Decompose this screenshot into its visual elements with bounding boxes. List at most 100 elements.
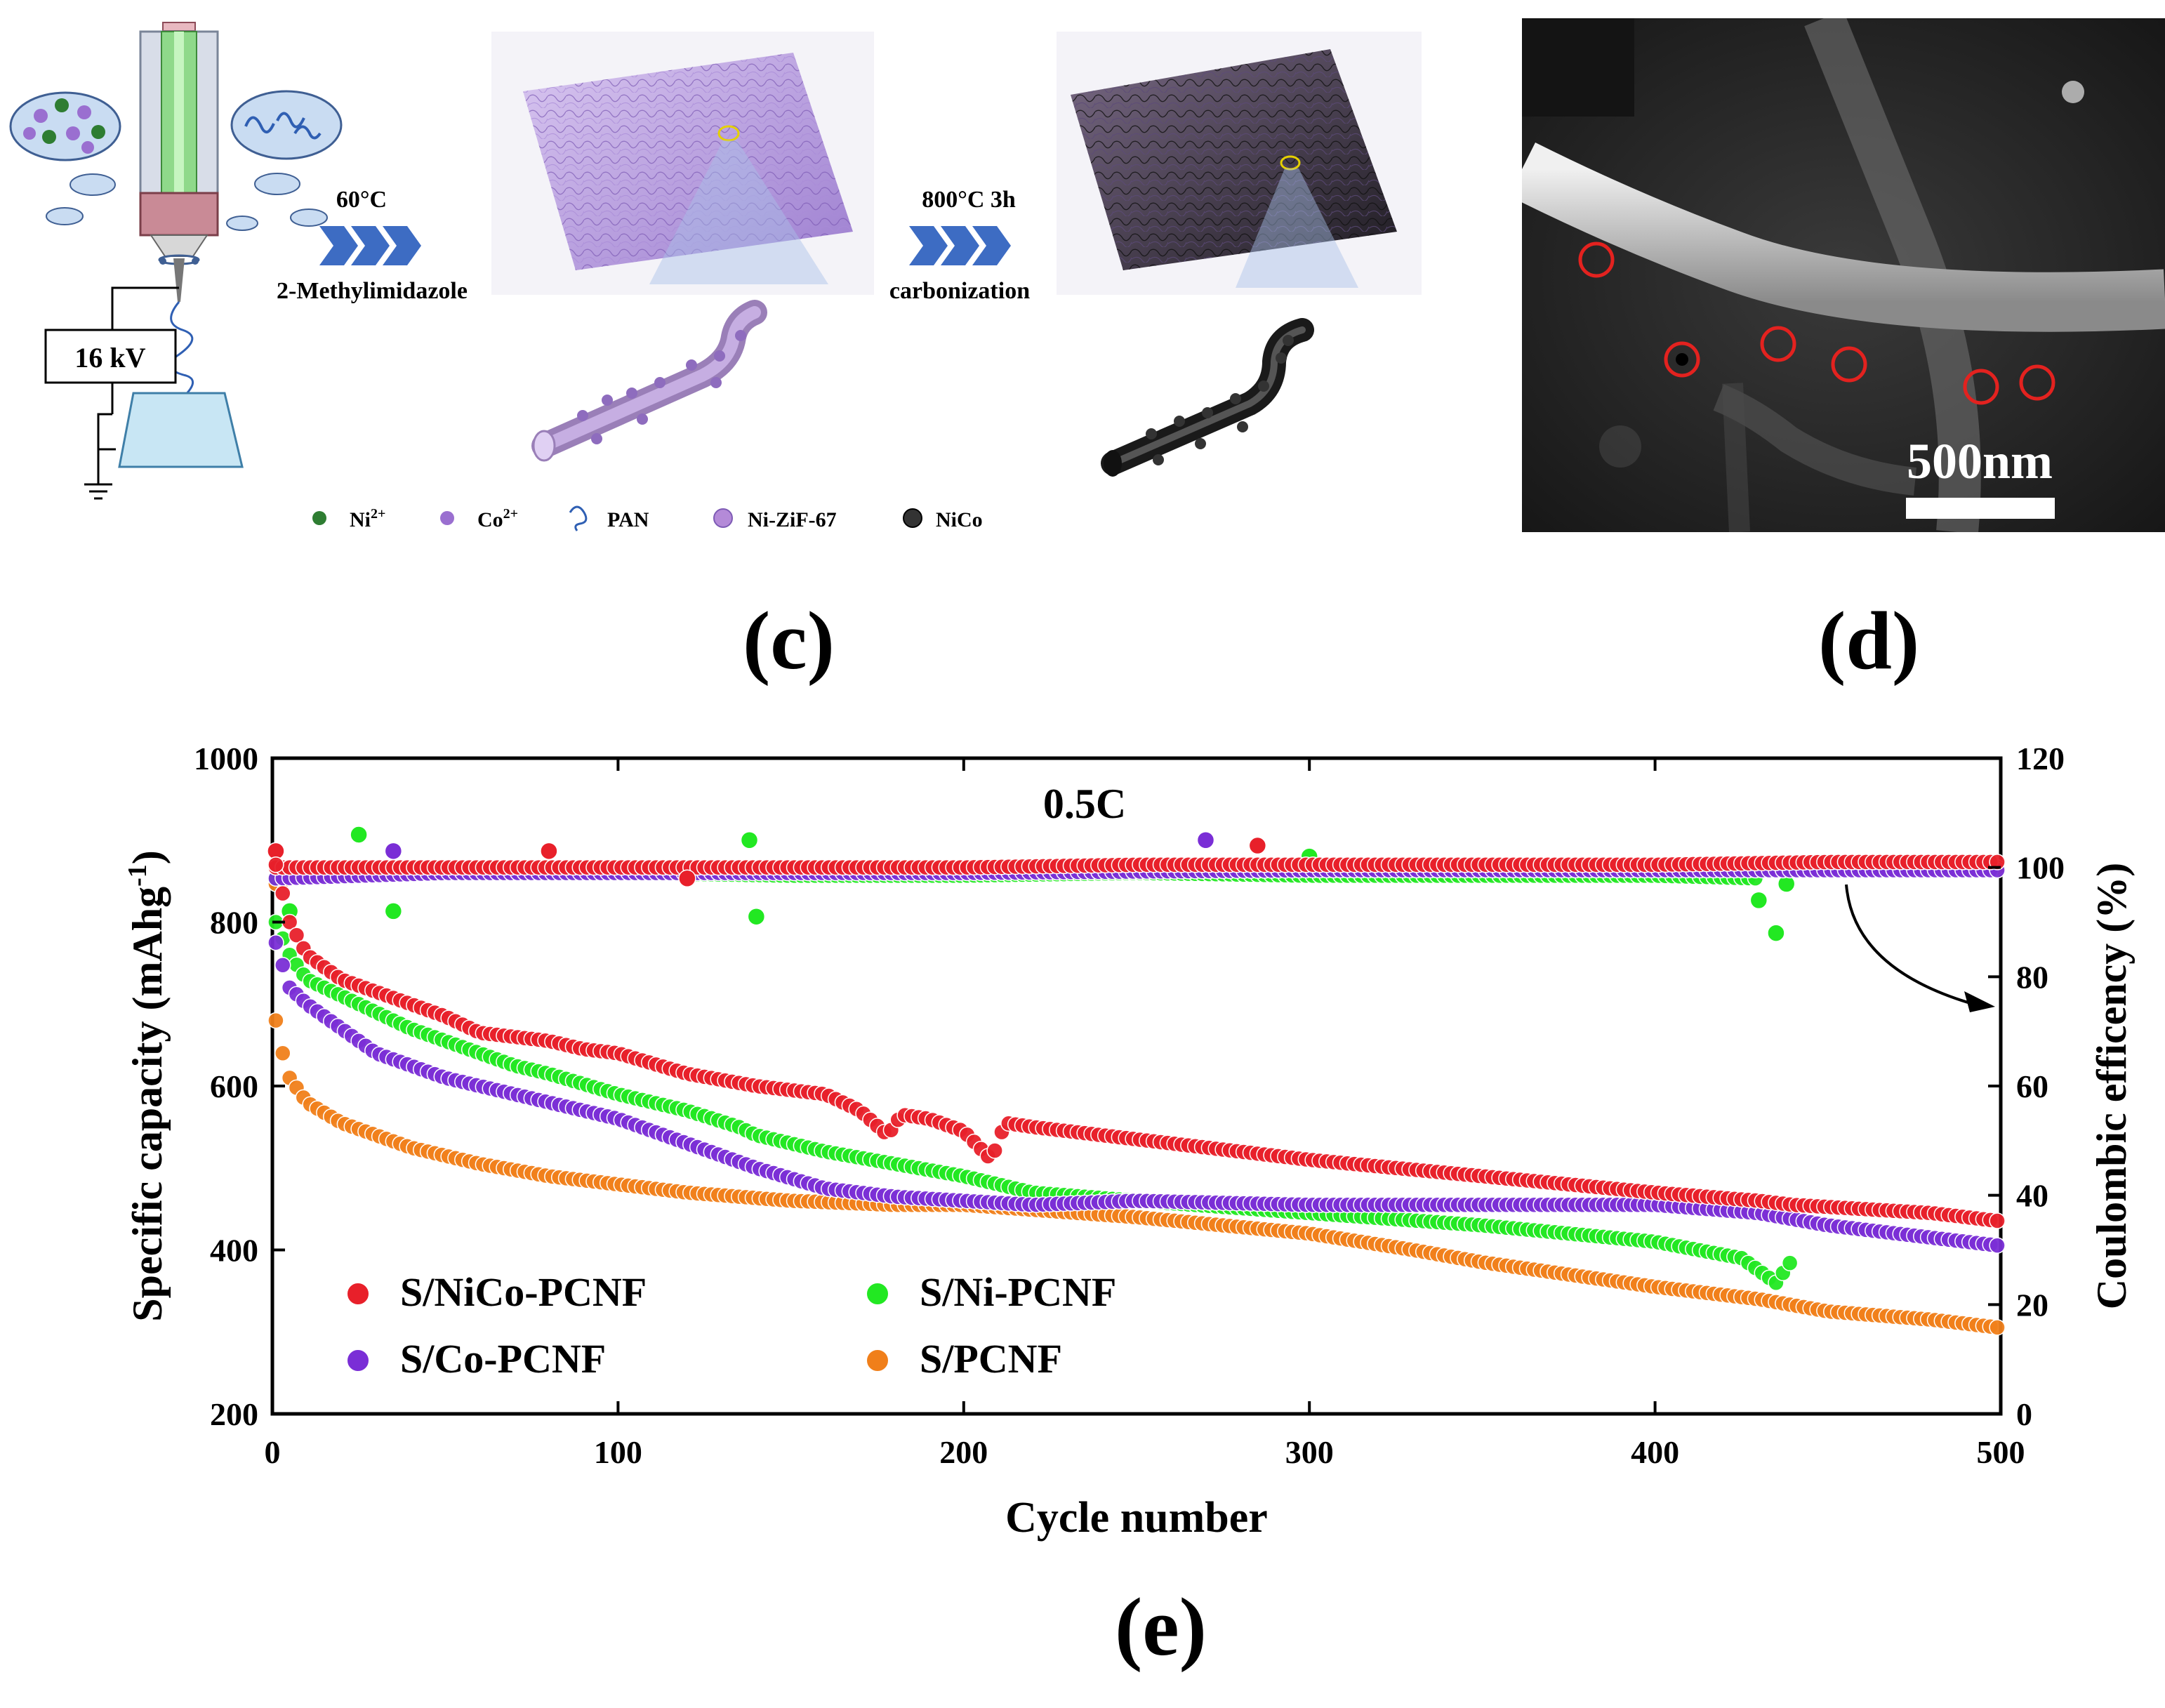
legend-item-s-nico-pcnf: S/NiCo-PCNF — [346, 1269, 647, 1315]
ce-series-s-nico-pcnf — [267, 836, 2006, 887]
y-tick-label: 1000 — [194, 741, 258, 776]
y2-tick-label: 0 — [2016, 1396, 2032, 1432]
y2-tick-label: 120 — [2016, 741, 2065, 776]
capacity-point — [1989, 1237, 2006, 1254]
ce-outlier-point — [1196, 831, 1215, 849]
capacity-point — [267, 856, 284, 873]
x-tick-label: 400 — [1631, 1434, 1679, 1470]
capacity-point — [1989, 1212, 2006, 1229]
coulombic-efficiency-layer — [267, 826, 2006, 942]
x-tick-label: 100 — [594, 1434, 642, 1470]
y-tick-label: 800 — [210, 905, 258, 941]
nanoparticle-markers — [1578, 241, 2055, 405]
ce-outlier-point — [1767, 924, 1785, 942]
legend-label: S/NiCo-PCNF — [400, 1269, 647, 1315]
capacity-point — [274, 885, 291, 902]
ce-outlier-point — [350, 826, 368, 844]
ce-outlier-point — [384, 902, 403, 920]
y2-tick-label: 80 — [2016, 959, 2048, 995]
x-tick-label: 200 — [939, 1434, 988, 1470]
schematic-legend: Ni2+ Co2+ PAN Ni-ZiF-67 NiCo — [312, 505, 983, 531]
legend-marker — [346, 1282, 370, 1306]
x-tick-label: 0 — [265, 1434, 281, 1470]
nico-single-fiber — [1101, 318, 1314, 477]
x-tick-label: 500 — [1977, 1434, 2025, 1470]
legend-marker — [866, 1282, 889, 1306]
legend-item-s-ni-pcnf: S/Ni-PCNF — [866, 1269, 1116, 1315]
voltage-source-box — [44, 329, 177, 384]
svg-text:Ni-ZiF-67: Ni-ZiF-67 — [748, 508, 837, 531]
legend-marker — [866, 1349, 889, 1372]
capacity-point — [1781, 1254, 1799, 1271]
panel-label-d: (d) — [1818, 595, 1920, 687]
ce-point — [1989, 854, 2006, 870]
voltage-label: 16 kV — [74, 342, 145, 373]
legend-item-nico: NiCo — [903, 508, 983, 531]
capacity-point — [274, 957, 291, 974]
legend-label: S/Ni-PCNF — [920, 1269, 1116, 1315]
ce-outlier-point — [540, 842, 558, 861]
legend-item-ni-zif67: Ni-ZiF-67 — [713, 508, 837, 531]
chart-legend: S/NiCo-PCNF S/Ni-PCNF S/Co-PCNF S/PCNF — [346, 1269, 1116, 1382]
y2-tick-label: 20 — [2016, 1287, 2048, 1323]
ce-outlier-point — [1248, 836, 1267, 855]
y2-tick-label: 60 — [2016, 1068, 2048, 1104]
ce-arrow — [1845, 884, 1973, 1005]
nico-fiber-mat — [1057, 32, 1422, 295]
capacity-layer — [267, 856, 2006, 1336]
axes-layer: 0 100 200 300 400 500 200 400 600 800 1000 0 20 40 60 8… — [194, 741, 2065, 1470]
y-tick-label: 200 — [210, 1396, 258, 1432]
legend-marker — [346, 1349, 370, 1372]
svg-text:Co2+: Co2+ — [477, 506, 518, 531]
legend-label: S/Co-PCNF — [400, 1336, 606, 1382]
cycling-chart: 0 100 200 300 400 500 200 400 600 800 1000 0 20 40 60 8… — [123, 741, 2135, 1542]
y-tick-label: 600 — [210, 1068, 258, 1104]
capacity-point — [986, 1142, 1003, 1159]
sem-scale-label: 500nm — [1907, 433, 2053, 489]
legend-item-co: Co2+ — [440, 506, 518, 531]
capacity-point — [267, 1012, 284, 1029]
sem-fiber — [1522, 142, 2165, 332]
pan-bubble — [230, 90, 343, 160]
x-tick-label: 300 — [1285, 1434, 1334, 1470]
step1-reagent: 2-Methylimidazole — [277, 278, 468, 304]
step2-process: carbonization — [889, 278, 1030, 304]
y-tick-label: 400 — [210, 1233, 258, 1269]
capacity-series-s-ni-pcnf — [267, 913, 1799, 1291]
step1-temperature: 60°C — [336, 187, 387, 213]
ce-outlier-point — [740, 831, 759, 849]
svg-text:PAN: PAN — [607, 508, 649, 531]
ni-zif67-fiber-mat — [491, 32, 874, 295]
ni-zif67-single-fiber — [531, 300, 767, 462]
capacity-point — [1989, 1319, 2006, 1336]
legend-item-s-co-pcnf: S/Co-PCNF — [346, 1336, 606, 1382]
panel-label-e: (e) — [1115, 1581, 1207, 1673]
legend-item-ni: Ni2+ — [312, 506, 385, 531]
panel-label-c: (c) — [743, 595, 835, 687]
capacity-point — [274, 1045, 291, 1062]
legend-item-pan: PAN — [569, 505, 649, 531]
svg-text:Ni2+: Ni2+ — [350, 506, 385, 531]
y-axis-title: Specific capacity (mAhg-1) — [123, 850, 171, 1322]
capacity-series-s-co-pcnf — [267, 934, 2006, 1254]
legend-label: S/PCNF — [920, 1336, 1062, 1382]
ce-series-s-ni-pcnf — [267, 826, 1796, 942]
y2-tick-label: 40 — [2016, 1178, 2048, 1214]
capacity-point — [267, 934, 284, 951]
y2-tick-label: 100 — [2016, 850, 2065, 886]
svg-text:NiCo: NiCo — [936, 508, 983, 531]
rate-annotation: 0.5C — [1043, 781, 1126, 827]
ce-outlier-point — [747, 907, 766, 926]
electrospinning-setup: 16 kV — [9, 22, 343, 500]
sem-image: 500nm — [1522, 18, 2165, 532]
capacity-series-s-nico-pcnf — [267, 856, 2006, 1229]
ce-outlier-point — [1749, 891, 1768, 910]
sem-scale-bar — [1906, 498, 2055, 519]
x-axis-title: Cycle number — [1005, 1494, 1268, 1542]
synthesis-schematic: 16 kV 60°C 2-Methylimidazole 800°C 3h ca… — [9, 22, 1422, 531]
capacity-point — [288, 927, 305, 944]
step2-temperature: 800°C 3h — [922, 187, 1016, 213]
legend-item-s-pcnf: S/PCNF — [866, 1336, 1062, 1382]
y2-axis-title: Coulombic efficency (%) — [2088, 863, 2135, 1310]
ce-outlier-point — [384, 842, 403, 861]
